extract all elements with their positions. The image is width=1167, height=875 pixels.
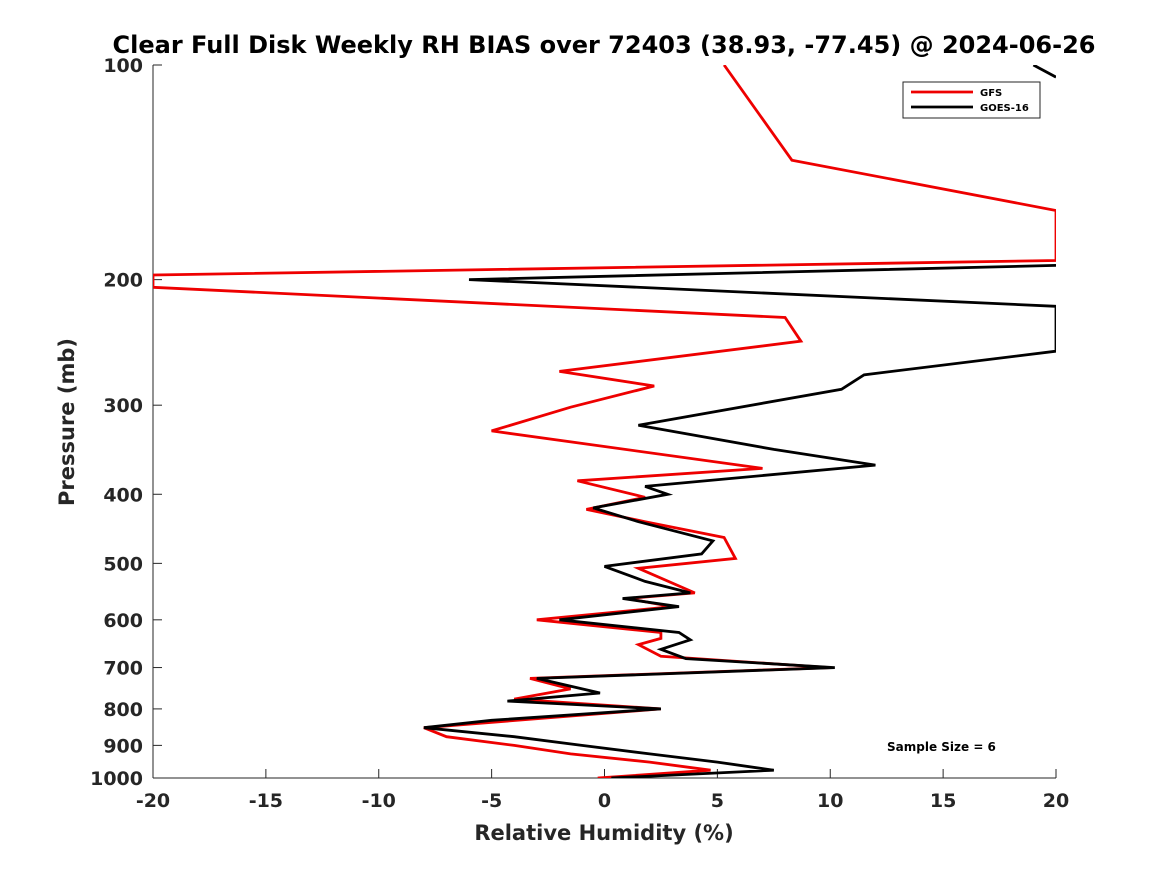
y-tick-label: 1000 [90, 768, 143, 790]
legend-label: GOES-16 [980, 103, 1029, 114]
legend-box [902, 81, 1041, 119]
y-tick-label: 700 [103, 658, 143, 680]
x-tick-label: -20 [136, 790, 170, 812]
y-tick-label: 300 [103, 395, 143, 417]
series-line-gfs [153, 65, 1056, 778]
y-tick-label: 900 [103, 735, 143, 757]
y-axis-title: Pressure (mb) [55, 338, 79, 506]
series-line-goes-16 [423, 264, 1056, 778]
plot-area: -20 -15 -10 -5 0 5 10 15 20 100 200 300 400 500 600 700… [90, 55, 1069, 812]
x-tick-label: 5 [711, 790, 724, 812]
y-tick-label: 400 [103, 484, 143, 506]
x-tick-label: -10 [362, 790, 396, 812]
x-tick-label: 10 [817, 790, 843, 812]
y-tick-label: 800 [103, 699, 143, 721]
chart-title: Clear Full Disk Weekly RH BIAS over 7240… [113, 31, 1096, 59]
x-tick-label: -15 [249, 790, 283, 812]
y-tick-label: 200 [103, 270, 143, 292]
x-tick-label: 0 [598, 790, 611, 812]
y-tick-label: 500 [103, 553, 143, 575]
y-tick-label: 100 [103, 55, 143, 77]
sample-size-annotation: Sample Size = 6 [887, 740, 996, 754]
series-line-2 [1032, 65, 1056, 79]
x-tick-label: 15 [930, 790, 956, 812]
x-axis-title: Relative Humidity (%) [474, 821, 733, 845]
x-tick-label: -5 [481, 790, 502, 812]
legend-label: GFS [980, 88, 1002, 99]
y-axis-title-group: Pressure (mb) [55, 338, 79, 506]
y-tick-label: 600 [103, 610, 143, 632]
x-tick-label: 20 [1043, 790, 1069, 812]
